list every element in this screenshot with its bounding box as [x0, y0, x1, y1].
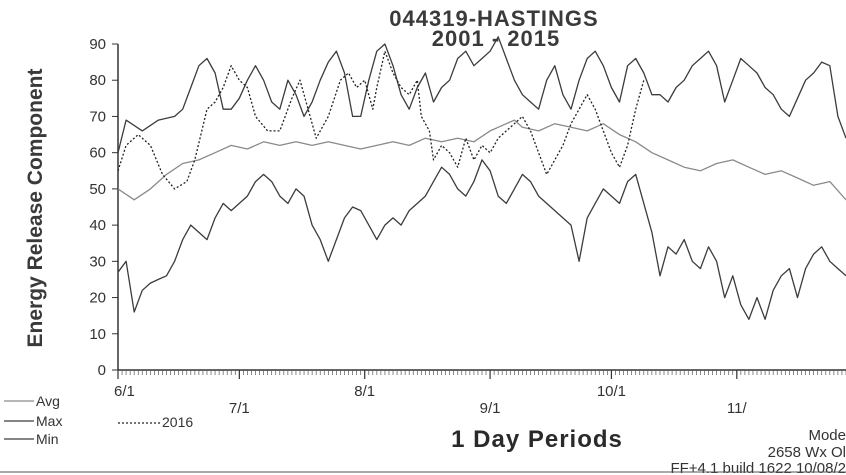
- y-tick-label: 70: [89, 108, 106, 125]
- y-tick-label: 40: [89, 217, 106, 234]
- y-tick-label: 50: [89, 181, 106, 198]
- x-ticks: 6/1 7/1 8/1 9/1 10/1 11/: [114, 370, 747, 417]
- footer-line-1: Mode: [808, 427, 846, 444]
- x-axis-label: 1 Day Periods: [451, 426, 623, 453]
- legend-label-2016: 2016: [162, 414, 193, 430]
- series-line-2016: [117, 50, 645, 190]
- legend-label-avg: Avg: [36, 393, 60, 409]
- x-tick-label: 6/1: [114, 383, 135, 400]
- series-line-min: [117, 159, 846, 320]
- x-tick-label: 10/1: [597, 383, 626, 400]
- legend: Avg Max 2016 Min: [4, 393, 193, 447]
- series-lines: [117, 36, 846, 320]
- y-tick-label: 20: [89, 290, 106, 307]
- x-tick-label: 7/1: [229, 400, 250, 417]
- chart-subtitle: 2001 - 2015: [432, 26, 560, 51]
- x-tick-label: 8/1: [354, 383, 375, 400]
- x-tick-label: 11/: [727, 400, 748, 417]
- y-tick-label: 60: [89, 145, 106, 162]
- chart-title: 044319-HASTINGS: [389, 6, 598, 31]
- series-line-avg: [117, 119, 846, 201]
- series-line-max: [117, 36, 846, 153]
- y-tick-label: 90: [89, 36, 106, 53]
- y-tick-label: 30: [89, 253, 106, 270]
- legend-label-max: Max: [36, 413, 62, 429]
- x-tick-label: 9/1: [480, 400, 501, 417]
- legend-label-min: Min: [36, 431, 59, 447]
- y-tick-label: 80: [89, 72, 106, 89]
- footer-line-3: FF+4.1 build 1622 10/08/2: [670, 460, 846, 475]
- footer-line-2: 2658 Wx Ol: [768, 444, 846, 461]
- y-tick-label: 0: [98, 362, 106, 379]
- y-tick-label: 10: [89, 326, 106, 343]
- y-ticks: 0 10 20 30 40 50 60 70 80 90: [89, 36, 118, 379]
- y-axis-label: Energy Release Component: [24, 69, 47, 348]
